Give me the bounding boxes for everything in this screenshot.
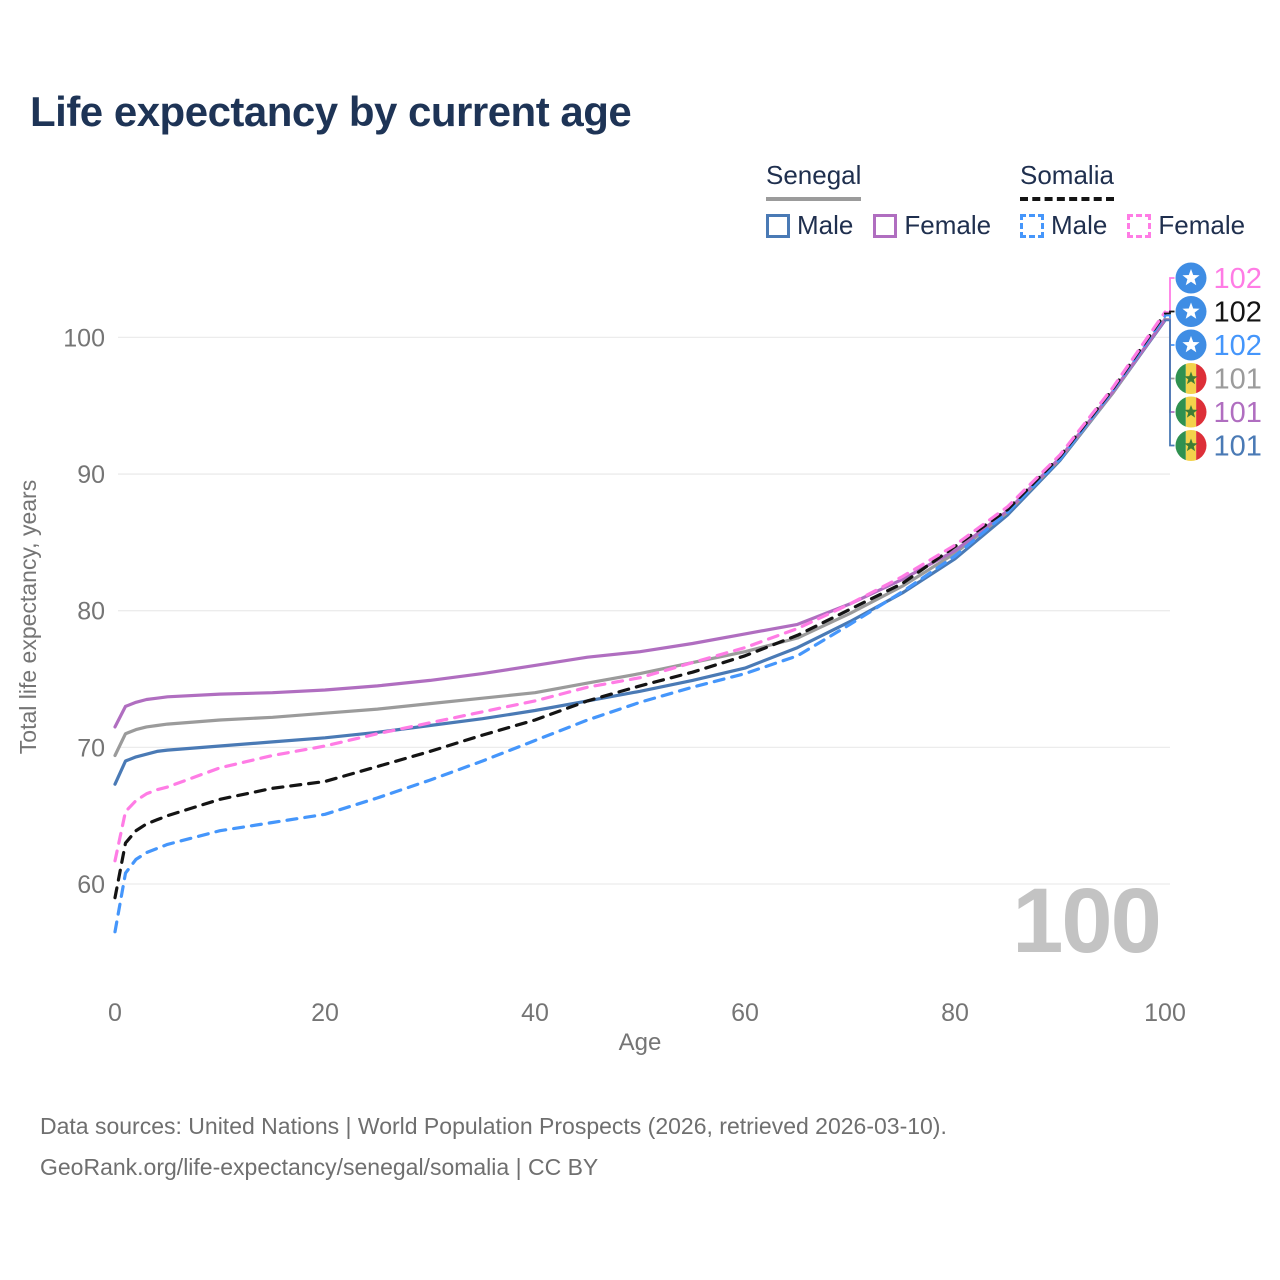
watermark-age-100: 100 <box>1012 870 1160 972</box>
data-sources-line: Data sources: United Nations | World Pop… <box>40 1113 947 1139</box>
green-star <box>1184 371 1198 385</box>
x-tick-label: 40 <box>521 999 549 1027</box>
legend-item-senegal-male[interactable]: Male <box>766 210 853 241</box>
y-tick-label: 90 <box>77 461 105 489</box>
senegal-male-swatch-icon <box>766 213 790 238</box>
white-star <box>1182 336 1200 353</box>
y-tick-label: 100 <box>63 324 105 352</box>
white-star <box>1182 269 1200 286</box>
end-label-value: 101 <box>1214 364 1262 396</box>
y-axis-title: Total life expectancy, years <box>15 480 41 754</box>
footer-source-note: Data sources: United Nations | World Pop… <box>40 1106 947 1188</box>
page-title: Life expectancy by current age <box>30 88 632 135</box>
green-star <box>1184 405 1198 418</box>
legend-item-somalia-male[interactable]: Male <box>1020 210 1107 241</box>
somalia-female-swatch-icon <box>1127 213 1152 238</box>
legend-group-senegal: Senegal Male Female <box>766 160 991 241</box>
somalia-male-swatch-icon <box>1020 213 1044 238</box>
end-label-connector <box>1164 277 1175 314</box>
legend-country-somalia: Somalia <box>1020 160 1114 201</box>
y-tick-label: 70 <box>77 734 105 762</box>
end-label-value: 102 <box>1214 330 1262 362</box>
series-line-somalia-female[interactable] <box>113 310 1167 863</box>
x-tick-label: 100 <box>1144 999 1186 1027</box>
x-tick-label: 60 <box>731 999 759 1027</box>
green-star <box>1184 438 1198 452</box>
legend-items-senegal: Male Female <box>766 210 991 241</box>
x-tick-label: 80 <box>941 999 969 1027</box>
white-star <box>1182 302 1200 319</box>
end-label-value: 102 <box>1214 263 1262 295</box>
senegal-flag-icon <box>1175 430 1207 461</box>
somalia-flag-icon <box>1175 329 1207 361</box>
senegal-flag-icon <box>1175 363 1207 394</box>
series-line-somalia-male[interactable] <box>113 313 1167 934</box>
senegal-flag-icon <box>1175 396 1207 428</box>
legend-item-senegal-female[interactable]: Female <box>873 210 991 241</box>
series-line-senegal-both[interactable] <box>113 317 1167 758</box>
senegal-female-swatch-icon <box>873 213 898 238</box>
legend-item-label: Female <box>904 210 992 240</box>
legend-items-somalia: Male Female <box>1020 210 1245 241</box>
attribution-line: GeoRank.org/life-expectancy/senegal/soma… <box>40 1154 599 1180</box>
legend-group-somalia: Somalia Male Female <box>1020 160 1245 241</box>
somalia-flag-icon <box>1175 296 1207 327</box>
end-label-value: 102 <box>1214 297 1262 329</box>
end-label-connector <box>1164 310 1175 315</box>
legend-item-label: Male <box>1051 210 1108 240</box>
end-label-value: 101 <box>1214 397 1262 429</box>
end-label-connector <box>1164 319 1175 447</box>
end-label-value: 101 <box>1214 431 1262 463</box>
series-line-senegal-female[interactable] <box>113 318 1167 729</box>
x-tick-label: 20 <box>311 999 339 1027</box>
somalia-flag-icon <box>1175 262 1207 294</box>
legend-item-label: Female <box>1158 210 1246 240</box>
series-line-somalia-both[interactable] <box>113 311 1167 900</box>
series-line-senegal-male[interactable] <box>113 318 1167 786</box>
x-tick-label: 0 <box>108 999 122 1027</box>
legend-item-somalia-female[interactable]: Female <box>1127 210 1245 241</box>
y-tick-label: 80 <box>77 598 105 626</box>
y-tick-label: 60 <box>77 871 105 899</box>
legend-item-label: Male <box>797 210 854 240</box>
x-axis-title: Age <box>619 1029 662 1056</box>
legend-country-senegal: Senegal <box>766 160 862 201</box>
